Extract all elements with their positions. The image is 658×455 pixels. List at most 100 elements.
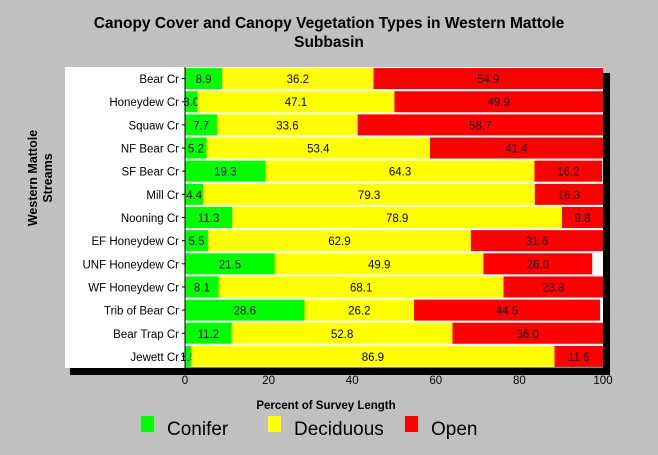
bar-deciduous-9 (218, 276, 504, 298)
category-label-6: Nooning Cr (121, 213, 179, 225)
data-label-conifer-3: 5.2 (188, 144, 204, 156)
data-label-open-2: 58.7 (469, 120, 491, 132)
bar-deciduous-6 (232, 207, 563, 228)
bar-open-3 (429, 137, 603, 159)
data-label-conifer-2: 7.7 (193, 120, 209, 132)
data-label-open-0: 54.9 (477, 74, 499, 86)
category-label-1: Honeydew Cr (109, 97, 179, 109)
category-label-10: Trib of Bear Cr (104, 306, 179, 318)
bar-open-4 (534, 160, 603, 182)
data-label-deciduous-8: 49.9 (368, 259, 390, 271)
y-axis-label: Western MattoleStreams (26, 130, 55, 226)
bar-conifer-2 (185, 114, 218, 136)
bar-open-5 (534, 183, 603, 205)
legend-label-conifer: Conifer (167, 419, 229, 440)
chart-title-line2: Subbasin (294, 34, 364, 51)
data-label-open-1: 49.9 (488, 97, 510, 109)
bar-conifer-0 (185, 68, 223, 90)
bar-deciduous-8 (274, 253, 484, 275)
data-label-deciduous-11: 52.8 (331, 329, 353, 341)
category-label-3: NF Bear Cr (121, 144, 179, 156)
bar-deciduous-0 (222, 68, 374, 90)
bar-open-6 (562, 207, 603, 228)
data-label-open-10: 44.5 (496, 306, 518, 318)
y-axis-label-line1: Western Mattole (26, 130, 40, 226)
data-label-deciduous-10: 26.2 (348, 306, 370, 318)
category-label-8: UNF Honeydew Cr (83, 259, 180, 271)
data-label-open-8: 26.0 (527, 259, 549, 271)
bar-open-1 (394, 91, 603, 113)
data-label-open-3: 41.4 (505, 144, 528, 156)
bar-conifer-12 (185, 345, 192, 367)
data-label-open-9: 23.8 (542, 282, 564, 294)
data-label-deciduous-2: 33.6 (276, 120, 298, 132)
data-label-open-7: 31.6 (526, 236, 548, 248)
category-label-12: Jewett Cr (130, 352, 179, 364)
category-label-4: SF Bear Cr (121, 167, 179, 179)
x-tick-label-5: 100 (593, 375, 612, 387)
data-label-open-12: 11.6 (568, 352, 590, 364)
chart-title-line1: Canopy Cover and Canopy Vegetation Types… (93, 15, 565, 32)
data-label-conifer-10: 28.6 (234, 306, 256, 318)
bar-open-2 (357, 114, 603, 136)
category-label-2: Squaw Cr (129, 120, 180, 132)
data-label-deciduous-6: 78.9 (386, 213, 408, 225)
bar-conifer-3 (185, 137, 207, 159)
data-label-open-6: 9.8 (575, 213, 591, 225)
bar-conifer-7 (185, 230, 208, 252)
bar-deciduous-2 (217, 114, 358, 136)
data-label-conifer-7: 5.5 (188, 236, 204, 248)
x-tick-label-1: 20 (262, 375, 275, 387)
bar-deciduous-3 (206, 137, 430, 159)
legend-swatch-deciduous (268, 416, 281, 432)
bar-deciduous-12 (191, 345, 555, 367)
bar-open-9 (503, 276, 603, 298)
bar-open-0 (373, 68, 603, 90)
data-label-deciduous-12: 86.9 (362, 352, 384, 364)
data-label-conifer-5: 4.4 (186, 190, 203, 202)
data-label-deciduous-3: 53.4 (307, 144, 330, 156)
bar-open-7 (470, 230, 603, 252)
legend-swatch-open (405, 416, 418, 432)
bar-open-11 (452, 322, 603, 344)
legend-label-open: Open (431, 419, 477, 440)
x-tick-label-3: 60 (429, 375, 442, 387)
x-tick-label-2: 40 (346, 375, 359, 387)
data-label-deciduous-0: 36.2 (287, 74, 309, 86)
category-label-11: Bear Trap Cr (113, 329, 179, 341)
bar-conifer-10 (185, 299, 305, 321)
data-label-deciduous-4: 64.3 (389, 167, 411, 179)
bar-open-12 (554, 345, 603, 367)
bar-open-10 (414, 299, 601, 321)
bar-open-8 (483, 253, 593, 275)
data-label-open-11: 36.0 (517, 329, 539, 341)
bar-deciduous-11 (231, 322, 453, 344)
data-label-conifer-9: 8.1 (194, 282, 210, 294)
legend-label-deciduous: Deciduous (294, 419, 384, 440)
x-tick-label-0: 0 (182, 375, 188, 387)
legend-swatch-conifer (141, 416, 154, 432)
x-axis-label: Percent of Survey Length (256, 400, 395, 412)
bar-conifer-6 (185, 207, 233, 228)
bar-deciduous-4 (265, 160, 535, 182)
y-axis-label-line2: Streams (41, 153, 55, 202)
bar-conifer-1 (185, 91, 198, 113)
bar-deciduous-7 (207, 230, 471, 252)
data-label-conifer-1: 3.0 (183, 97, 199, 109)
category-label-9: WF Honeydew Cr (88, 282, 179, 294)
data-label-conifer-4: 19.3 (214, 167, 236, 179)
x-tick-label-4: 80 (513, 375, 526, 387)
data-label-conifer-8: 21.5 (219, 259, 241, 271)
data-label-open-5: 16.3 (558, 190, 580, 202)
bar-conifer-5 (185, 183, 204, 205)
chart-title: Canopy Cover and Canopy Vegetation Types… (0, 14, 658, 52)
category-label-7: EF Honeydew Cr (91, 236, 179, 248)
data-label-conifer-6: 11.3 (198, 213, 220, 225)
data-label-deciduous-9: 68.1 (350, 282, 372, 294)
bar-deciduous-5 (203, 183, 535, 205)
data-label-open-4: 16.2 (557, 167, 579, 179)
data-label-conifer-0: 8.9 (196, 74, 212, 86)
data-label-deciduous-1: 47.1 (285, 97, 307, 109)
bar-conifer-9 (185, 276, 219, 298)
